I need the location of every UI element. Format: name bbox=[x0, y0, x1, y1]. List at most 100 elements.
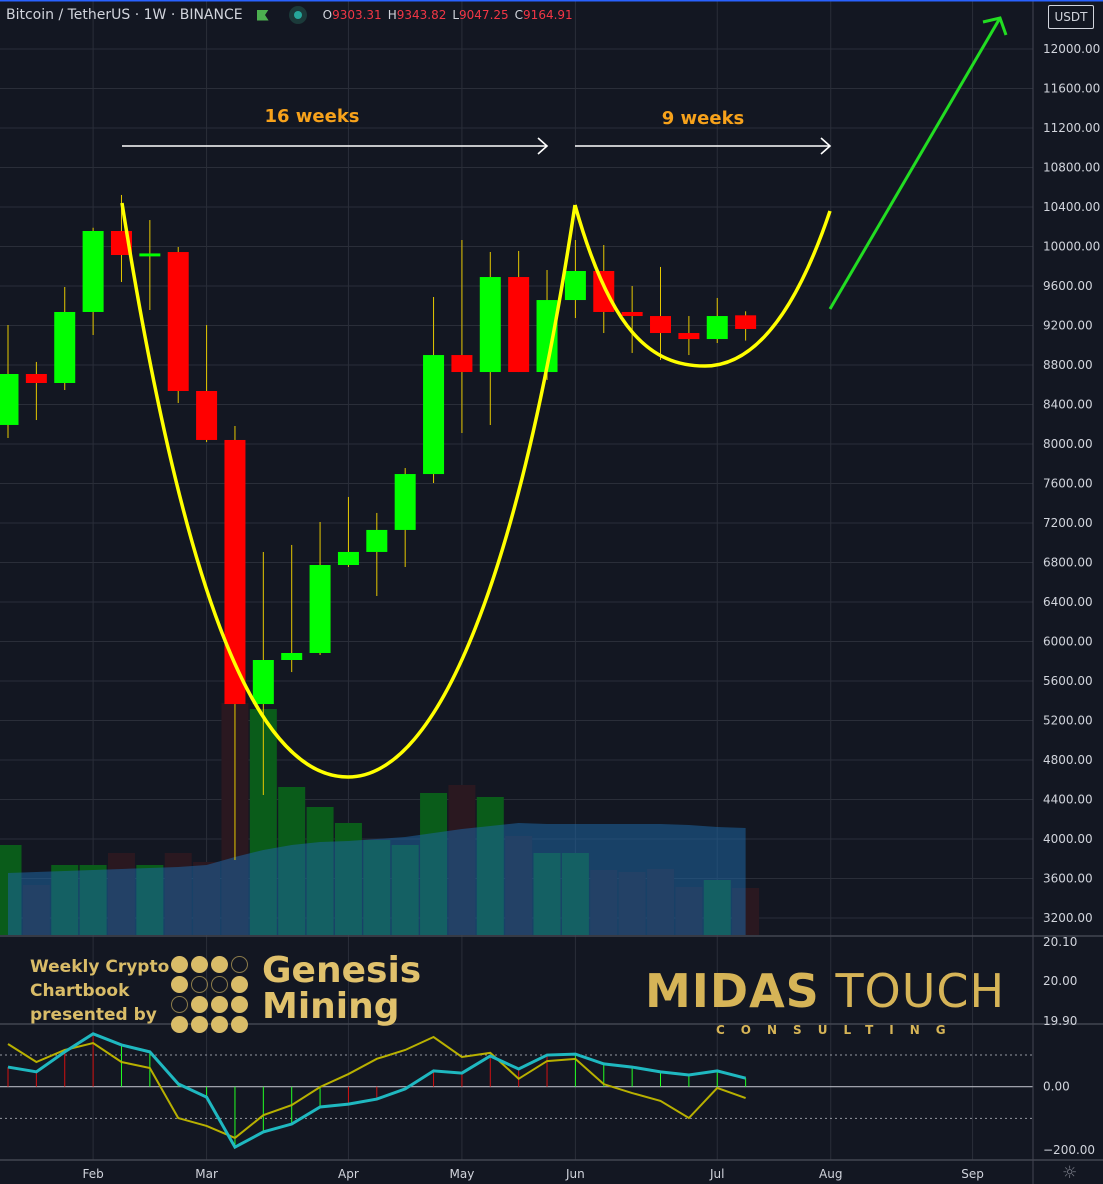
price-tick-label: 5200.00 bbox=[1043, 714, 1093, 728]
price-tick-label: 8400.00 bbox=[1043, 398, 1093, 412]
candle-body bbox=[423, 355, 445, 475]
genesis-logo-icon bbox=[171, 956, 248, 1033]
currency-button[interactable]: USDT bbox=[1048, 5, 1094, 29]
candle-body bbox=[0, 374, 19, 425]
candle-body bbox=[82, 231, 104, 312]
candle-body bbox=[706, 316, 728, 340]
candle-body bbox=[394, 474, 416, 530]
label-9-weeks: 9 weeks bbox=[662, 108, 745, 129]
cup-curve[interactable] bbox=[120, 202, 577, 779]
time-tick-label: Apr bbox=[338, 1167, 359, 1181]
time-tick-label: Jun bbox=[565, 1167, 585, 1181]
time-tick-label: May bbox=[450, 1167, 475, 1181]
logo-line: Genesis bbox=[262, 950, 422, 991]
price-tick-label: 8000.00 bbox=[1043, 437, 1093, 451]
candle-body bbox=[451, 355, 473, 373]
genesis-mining-logo: Genesis Mining bbox=[262, 953, 421, 1025]
oscillator-cyan-line bbox=[7, 1032, 746, 1150]
price-tick-label: 8800.00 bbox=[1043, 358, 1093, 372]
high-value: 9343.82 bbox=[396, 8, 447, 22]
candle-body bbox=[678, 333, 700, 340]
symbol-title[interactable]: Bitcoin / TetherUS · 1W · BINANCE bbox=[6, 7, 243, 23]
oscillator-olive-line bbox=[7, 1035, 746, 1140]
price-tick-label: 4800.00 bbox=[1043, 753, 1093, 767]
low-label: L bbox=[452, 8, 460, 22]
arrow-16-weeks[interactable] bbox=[122, 137, 549, 155]
settings-gear-icon[interactable]: ☼ bbox=[1062, 1163, 1078, 1183]
candle-body bbox=[479, 277, 501, 373]
price-tick-label: 10800.00 bbox=[1043, 161, 1100, 175]
candle-body bbox=[735, 315, 757, 329]
candle-body bbox=[25, 374, 47, 383]
price-tick-label: 6800.00 bbox=[1043, 556, 1093, 570]
candle-body bbox=[621, 311, 643, 317]
high-label: H bbox=[387, 8, 397, 22]
candle-body bbox=[281, 652, 303, 661]
candle-body bbox=[593, 271, 615, 312]
price-tick-label: 4000.00 bbox=[1043, 832, 1093, 846]
logo-pane-tick: 19.90 bbox=[1043, 1014, 1077, 1028]
logo-pane-tick: 20.10 bbox=[1043, 935, 1077, 949]
candle-body bbox=[224, 439, 246, 705]
price-tick-label: 9200.00 bbox=[1043, 319, 1093, 333]
candle-body bbox=[252, 660, 274, 705]
midas-touch-logo: MIDAS TOUCH bbox=[645, 965, 1005, 1017]
price-tick-label: 4400.00 bbox=[1043, 793, 1093, 807]
price-tick-label: 6400.00 bbox=[1043, 595, 1093, 609]
price-tick-label: 10400.00 bbox=[1043, 200, 1100, 214]
volume-pane bbox=[0, 703, 760, 935]
candle-body bbox=[309, 564, 331, 653]
price-tick-label: 10000.00 bbox=[1043, 240, 1100, 254]
price-tick-label: 7200.00 bbox=[1043, 516, 1093, 530]
logo-line: Mining bbox=[262, 986, 400, 1027]
handle-curve[interactable] bbox=[573, 204, 832, 368]
candle-body bbox=[564, 271, 586, 301]
price-tick-label: 3200.00 bbox=[1043, 911, 1093, 925]
time-tick-label: Feb bbox=[82, 1167, 103, 1181]
candle-body bbox=[508, 277, 530, 373]
candle-body bbox=[54, 311, 76, 383]
caption-line: Weekly Crypto bbox=[30, 957, 170, 977]
candle-body bbox=[196, 390, 218, 440]
open-value: 9303.31 bbox=[332, 8, 382, 22]
time-tick-label: Aug bbox=[819, 1167, 842, 1181]
label-16-weeks: 16 weeks bbox=[264, 106, 359, 127]
time-tick-label: Jul bbox=[709, 1167, 724, 1181]
price-tick-label: 5600.00 bbox=[1043, 674, 1093, 688]
oscillator-tick: 0.00 bbox=[1043, 1080, 1070, 1094]
logo-midas: MIDAS bbox=[645, 964, 820, 1018]
candle-body bbox=[650, 316, 672, 334]
caption-line: presented by bbox=[30, 1005, 157, 1025]
price-tick-label: 7600.00 bbox=[1043, 477, 1093, 491]
price-tick-label: 12000.00 bbox=[1043, 42, 1100, 56]
market-status-icon bbox=[288, 6, 307, 24]
candle-body bbox=[536, 300, 558, 373]
grid bbox=[0, 0, 1033, 1160]
symbol-legend[interactable]: Bitcoin / TetherUS · 1W · BINANCE O 9303.… bbox=[6, 6, 579, 24]
candle-body bbox=[167, 252, 189, 391]
flag-icon[interactable] bbox=[256, 9, 269, 21]
logo-touch: TOUCH bbox=[835, 964, 1006, 1018]
oscillator-pane bbox=[0, 1032, 1033, 1150]
oscillator-tick: −200.00 bbox=[1043, 1143, 1095, 1157]
candle-body bbox=[139, 253, 161, 257]
chartbook-caption: Weekly Crypto Chartbook presented by bbox=[30, 955, 169, 1027]
consulting-label: CONSULTING bbox=[716, 1023, 962, 1037]
breakout-arrow[interactable] bbox=[828, 16, 1008, 310]
price-tick-label: 11600.00 bbox=[1043, 82, 1100, 96]
open-label: O bbox=[322, 8, 333, 22]
close-value: 9164.91 bbox=[523, 8, 573, 22]
price-tick-label: 9600.00 bbox=[1043, 279, 1093, 293]
low-value: 9047.25 bbox=[459, 8, 509, 22]
caption-line: Chartbook bbox=[30, 981, 130, 1001]
logo-pane-tick: 20.00 bbox=[1043, 974, 1077, 988]
price-tick-label: 3600.00 bbox=[1043, 872, 1093, 886]
arrow-9-weeks[interactable] bbox=[575, 137, 832, 155]
close-label: C bbox=[514, 8, 524, 22]
time-tick-label: Mar bbox=[195, 1167, 218, 1181]
candle-body bbox=[337, 551, 359, 565]
price-tick-label: 6000.00 bbox=[1043, 635, 1093, 649]
drawings: 16 weeks 9 weeks bbox=[120, 16, 1008, 779]
price-tick-label: 11200.00 bbox=[1043, 121, 1100, 135]
